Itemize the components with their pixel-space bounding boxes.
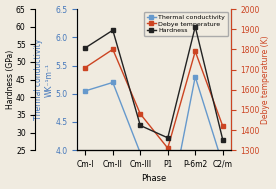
Debye temperature bbox=[111, 48, 115, 50]
Legend: Thermal conductivity, Debye temperature, Hardness: Thermal conductivity, Debye temperature,… bbox=[144, 12, 228, 36]
Hardness bbox=[166, 137, 169, 139]
X-axis label: Phase: Phase bbox=[141, 174, 167, 184]
Y-axis label: Thermal conductivity
WK⁻¹m⁻¹: Thermal conductivity WK⁻¹m⁻¹ bbox=[34, 39, 54, 120]
Thermal conductivity bbox=[84, 90, 87, 92]
Hardness bbox=[139, 124, 142, 127]
Debye temperature bbox=[166, 147, 169, 149]
Thermal conductivity bbox=[139, 152, 142, 154]
Line: Thermal conductivity: Thermal conductivity bbox=[83, 75, 225, 189]
Hardness bbox=[84, 47, 87, 49]
Debye temperature bbox=[84, 66, 87, 69]
Line: Debye temperature: Debye temperature bbox=[83, 47, 225, 150]
Line: Hardness: Hardness bbox=[83, 25, 225, 142]
Hardness bbox=[221, 139, 224, 141]
Y-axis label: Debye temperature (K): Debye temperature (K) bbox=[261, 35, 270, 124]
Y-axis label: Hardness (GPa): Hardness (GPa) bbox=[6, 50, 15, 109]
Debye temperature bbox=[193, 50, 197, 53]
Thermal conductivity bbox=[193, 76, 197, 78]
Debye temperature bbox=[221, 125, 224, 127]
Hardness bbox=[111, 29, 115, 31]
Thermal conductivity bbox=[111, 81, 115, 84]
Debye temperature bbox=[139, 113, 142, 115]
Hardness bbox=[193, 26, 197, 28]
Thermal conductivity bbox=[221, 163, 224, 165]
